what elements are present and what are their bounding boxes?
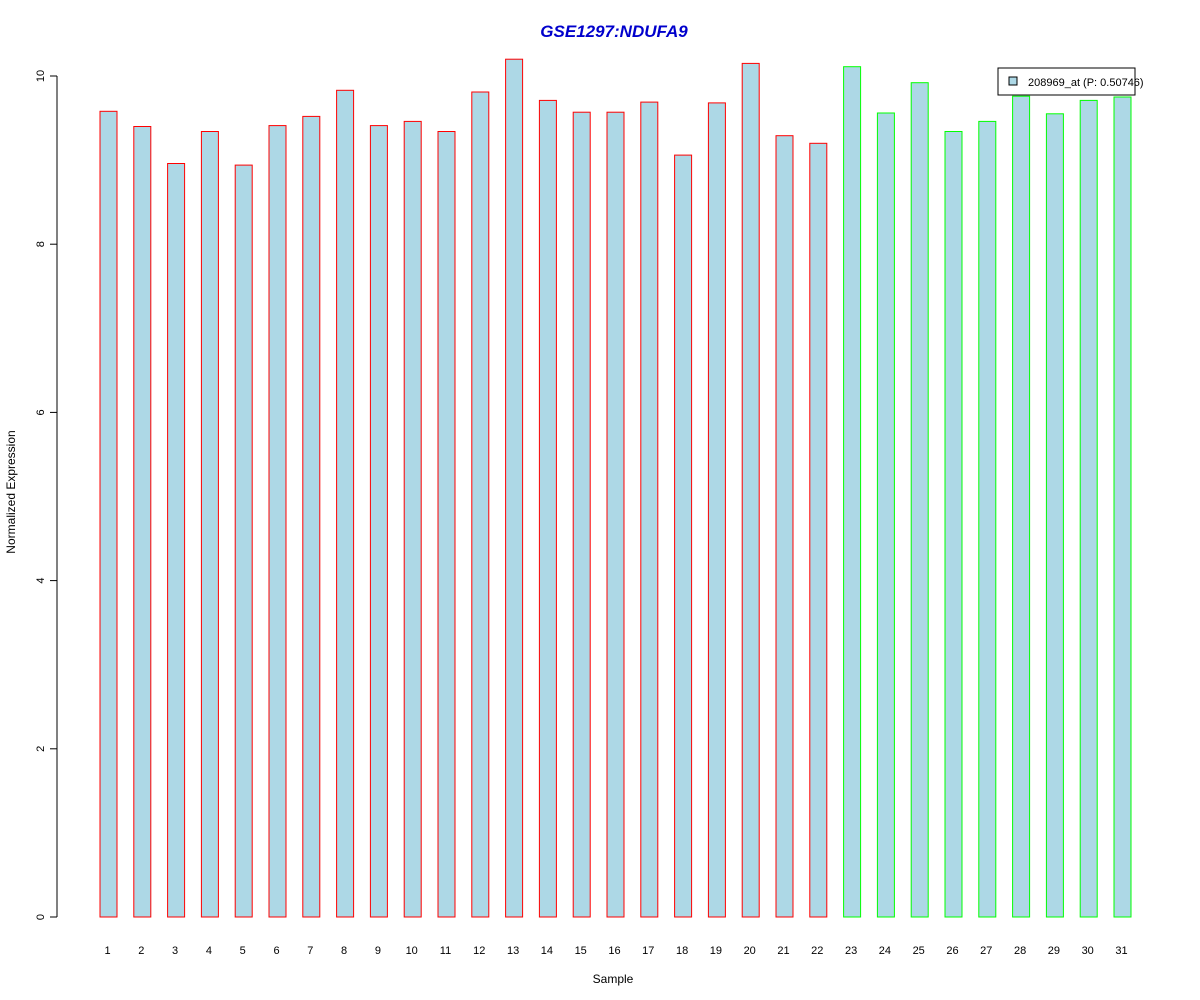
bar [741,62,760,918]
bar [1079,99,1098,918]
x-tick-label: 22 [811,945,823,957]
bar [640,101,659,918]
bar [775,135,794,918]
x-axis-label: Sample [593,972,634,986]
bar [910,82,929,918]
x-tick-label: 12 [473,945,485,957]
bar [606,111,625,918]
x-tick-labels: 1 2 3 4 5 6 7 8 9 10 11 12 13 14 15 16 17 18 19 20 21 22 23 24 2… [104,945,1127,957]
x-tick-label: 3 [172,945,178,957]
y-tick-label: 8 [35,241,47,247]
bar [876,112,895,918]
x-tick-label: 27 [980,945,992,957]
x-tick-label: 30 [1082,945,1094,957]
x-tick-label: 11 [440,945,451,957]
x-tick-label: 17 [642,945,654,957]
y-tick-label: 6 [35,409,47,415]
x-tick-label: 29 [1048,945,1060,957]
bar [336,89,355,918]
bar [234,164,253,918]
bar [674,154,693,918]
x-tick-label: 28 [1014,945,1026,957]
x-tick-label: 9 [375,945,381,957]
legend-box [997,67,1136,96]
x-tick-label: 2 [138,945,144,957]
chart-title: GSE1297:NDUFA9 [540,22,688,41]
bar [369,125,388,918]
legend-label: 208969_at (P: 0.50746) [1028,77,1144,89]
x-tick-label: 18 [676,945,688,957]
bar [403,120,422,918]
y-axis: 0 2 4 6 8 10 [35,70,58,920]
x-tick-label: 4 [206,945,212,957]
bar [843,66,862,918]
bar [268,125,287,918]
x-tick-label: 10 [406,945,418,957]
x-tick-label: 21 [777,945,789,957]
x-tick-label: 26 [946,945,958,957]
bar [505,58,524,918]
x-tick-label: 7 [307,945,313,957]
bar [167,163,186,918]
bar [1012,95,1031,918]
x-tick-label: 5 [240,945,246,957]
x-tick-label: 14 [541,945,553,957]
x-tick-label: 23 [845,945,857,957]
bar [99,110,118,918]
bar [809,142,828,918]
legend: 208969_at (P: 0.50746) [997,67,1144,96]
x-tick-label: 16 [608,945,620,957]
bar [538,99,557,918]
y-tick-label: 10 [35,70,47,82]
bar [1113,96,1132,918]
bar [978,120,997,918]
x-tick-label: 8 [341,945,347,957]
x-tick-label: 31 [1115,945,1127,957]
x-tick-label: 6 [273,945,279,957]
y-tick-label: 4 [35,578,47,584]
legend-swatch [1008,76,1018,86]
x-tick-label: 25 [913,945,925,957]
bar [944,131,963,918]
x-tick-label: 24 [879,945,891,957]
bar [707,102,726,918]
x-tick-label: 20 [744,945,756,957]
x-tick-label: 19 [710,945,722,957]
bar [471,91,490,918]
bar [200,131,219,918]
bar [1045,113,1064,918]
bar [302,115,321,918]
x-tick-label: 1 [104,945,110,957]
bar [133,126,152,918]
y-tick-label: 0 [35,914,47,920]
bar [437,131,456,918]
y-axis-label: Normalized Expression [4,430,18,553]
bars [99,58,1132,918]
y-tick-label: 2 [35,746,47,752]
bar [572,111,591,918]
x-tick-label: 13 [507,945,519,957]
x-tick-label: 15 [575,945,587,957]
